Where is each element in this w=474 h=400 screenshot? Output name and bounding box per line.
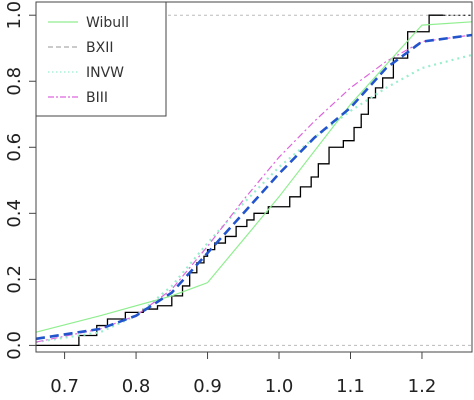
y-tick-label: 0.8 [4, 67, 25, 96]
x-tick-label: 0.7 [50, 376, 79, 397]
series-lines [35, 14, 473, 347]
legend: Wibull BXII INVW BIII [35, 1, 167, 117]
x-tick-label: 0.9 [193, 376, 222, 397]
x-tick-label: 0.8 [122, 376, 151, 397]
legend-label-bxii: BXII [86, 40, 113, 56]
legend-label-wibull: Wibull [86, 15, 129, 31]
series-line-bxii [35, 33, 473, 341]
y-tick-label: 0.2 [4, 265, 25, 294]
y-tick-label: 0.0 [4, 331, 25, 360]
y-tick-label: 0.6 [4, 133, 25, 162]
x-tick-label: 1.0 [265, 376, 294, 397]
y-tick-label: 1.0 [4, 1, 25, 30]
series-line-invw [35, 53, 473, 344]
axes: 0.7 0.8 0.9 1.0 1.1 1.2 0.0 0.2 0.4 0.6 0.8 1.0 [4, 1, 436, 397]
legend-label-biii: BIII [86, 90, 108, 106]
x-tick-label: 1.2 [408, 376, 437, 397]
empirical-cdf-line [36, 14, 444, 347]
y-tick-label: 0.4 [4, 199, 25, 228]
x-tick-label: 1.1 [336, 376, 365, 397]
series-line-wibull [35, 21, 473, 333]
legend-label-invw: INVW [86, 65, 124, 81]
plot-frame [35, 1, 473, 353]
